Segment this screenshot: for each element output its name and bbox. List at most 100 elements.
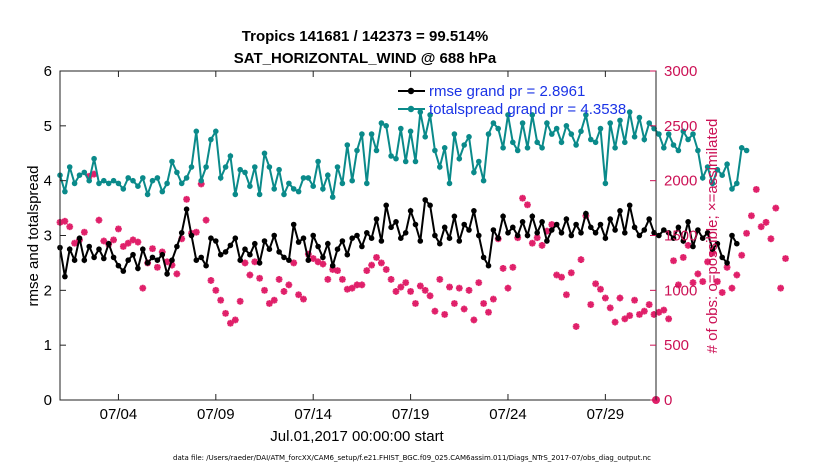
legend-rmse-marker [407, 87, 415, 95]
legend: rmse grand pr = 2.8961 totalspread grand… [398, 83, 626, 118]
x-tick-label: 07/29 [587, 406, 625, 423]
rmse-point [407, 208, 414, 214]
obs-count-point [509, 263, 517, 271]
totalspread-point [451, 131, 458, 137]
rmse-point [437, 240, 443, 247]
totalspread-point [597, 125, 604, 132]
rmse-point [476, 232, 482, 239]
y-tick-label-left: 0 [44, 392, 52, 409]
totalspread-point [514, 147, 521, 154]
rmse-point [213, 238, 219, 244]
totalspread-line [59, 111, 748, 198]
rmse-point [427, 202, 433, 209]
totalspread-point [704, 164, 711, 170]
obs-count-point [499, 265, 507, 272]
obs-count-point [139, 284, 147, 292]
obs-count-point [757, 223, 765, 231]
totalspread-point [174, 169, 180, 176]
rmse-point [164, 271, 170, 277]
rmse-point [110, 254, 117, 261]
rmse-point [690, 243, 696, 250]
totalspread-point [519, 120, 526, 126]
rmse-point [641, 227, 648, 233]
totalspread-point [271, 186, 278, 192]
obs-count-point [387, 275, 395, 283]
obs-count-point [382, 266, 390, 273]
totalspread-point [539, 145, 545, 151]
totalspread-point [617, 117, 623, 124]
rmse-point [86, 243, 92, 250]
totalspread-point [315, 158, 321, 165]
totalspread-point [266, 164, 273, 170]
totalspread-point [709, 180, 716, 187]
obs-count-point [90, 170, 98, 178]
rmse-point [626, 202, 633, 209]
y-tick-label-right: 1000 [664, 282, 697, 299]
rmse-point [183, 206, 190, 212]
rmse-point [699, 235, 706, 241]
totalspread-point [198, 177, 204, 184]
totalspread-point [86, 177, 92, 184]
totalspread-point [247, 183, 253, 189]
rmse-point [719, 254, 725, 261]
obs-count-point [489, 295, 497, 303]
obs-count-point [601, 294, 609, 302]
obs-count-point [485, 308, 492, 316]
obs-count-point [455, 284, 463, 292]
totalspread-point [471, 169, 477, 176]
obs-count-point [699, 278, 707, 285]
obs-count-point [723, 263, 731, 271]
totalspread-point [354, 147, 360, 154]
obs-count-point [256, 274, 264, 282]
totalspread-point [325, 172, 331, 178]
totalspread-point [71, 180, 78, 187]
rmse-point [592, 230, 599, 236]
totalspread-point [237, 166, 243, 173]
obs-count-point [665, 315, 673, 323]
legend-spread-marker [407, 105, 415, 113]
obs-count-point [61, 217, 69, 225]
obs-count-point [71, 239, 79, 247]
rmse-point [105, 240, 112, 247]
obs-count-point [153, 263, 161, 271]
obs-count-point [777, 284, 785, 292]
obs-count-point [115, 225, 122, 233]
rmse-point [140, 246, 146, 252]
totalspread-point [364, 180, 370, 187]
totalspread-point [675, 147, 682, 154]
rmse-point [539, 219, 545, 225]
obs-count-point [504, 284, 512, 292]
obs-count-point [728, 284, 736, 292]
totalspread-point [446, 180, 453, 187]
totalspread-point [105, 180, 112, 187]
rmse-point [373, 216, 380, 222]
rmse-point [695, 227, 701, 233]
rmse-point [680, 238, 687, 244]
rmse-point [66, 246, 73, 252]
totalspread-point [573, 142, 579, 148]
totalspread-point [680, 128, 687, 135]
obs-count-point [334, 267, 341, 274]
rmse-point [461, 221, 468, 228]
totalspread-point [661, 145, 667, 151]
totalspread-point [665, 131, 672, 137]
totalspread-point [149, 177, 156, 184]
rmse-point [432, 232, 438, 239]
obs-count-point [475, 279, 483, 287]
totalspread-point [208, 136, 214, 143]
totalspread-point [252, 164, 258, 170]
totalspread-point [101, 177, 107, 184]
rmse-point [524, 232, 531, 239]
y-axis-label-right: # of obs: o=possible; ×=assimilated [704, 119, 721, 354]
obs-count-point [295, 291, 302, 299]
rmse-point [588, 224, 594, 231]
totalspread-point [276, 166, 282, 173]
legend-spread-label: totalspread grand pr = 4.3538 [429, 101, 626, 118]
obs-count-point [426, 292, 434, 300]
rmse-point [612, 227, 618, 233]
rmse-point [305, 257, 312, 264]
obs-count-point [241, 259, 249, 267]
y-tick-label-left: 4 [44, 173, 52, 190]
totalspread-point [437, 164, 443, 170]
rmse-point [495, 235, 502, 241]
